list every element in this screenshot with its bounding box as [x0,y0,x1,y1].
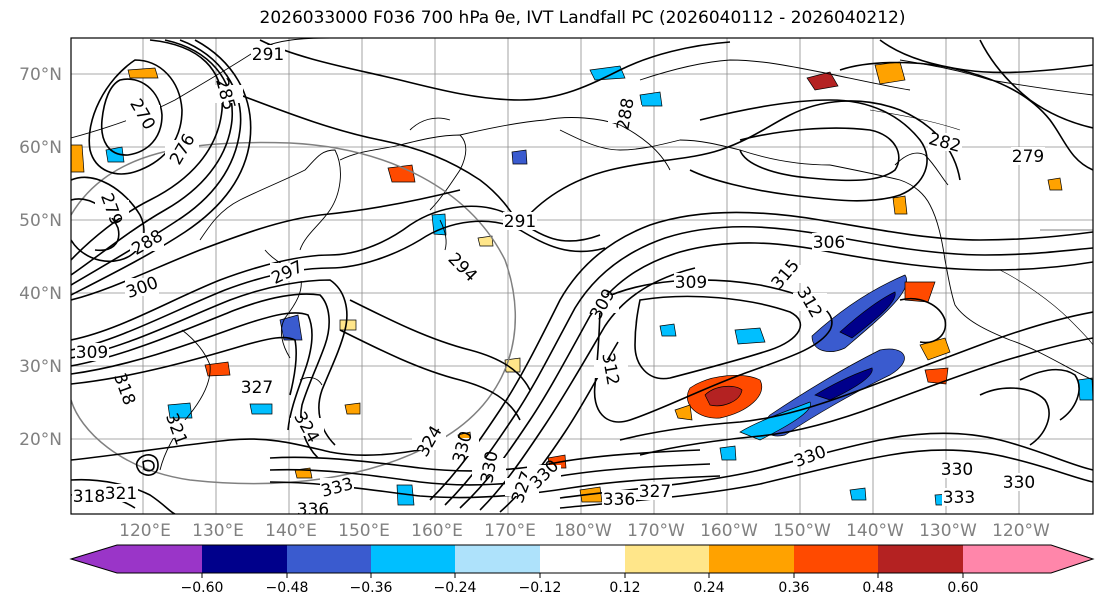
colorbar-tick-label: 0.24 [693,580,724,596]
svg-text:333: 333 [943,488,975,508]
lat-label: 60°N [19,138,62,158]
theta-e-contours [71,39,1093,514]
contour-label: 327 [240,378,274,398]
figure-title: 2026033000 F036 700 hPa θe, IVT Landfall… [259,8,906,28]
graticule [71,38,1093,514]
svg-text:321: 321 [105,484,137,504]
contour-label: 333 [942,488,976,508]
colorbar-tick-label: 0.12 [609,580,640,596]
colorbar-segment [794,545,878,573]
contour-label: 309 [75,343,109,363]
contour-label: 318 [108,371,142,408]
colorbar-tick-label: 0.48 [862,580,893,596]
lon-label: 120°W [992,521,1050,541]
lon-label: 170°W [627,521,685,541]
contour-label: 327 [638,482,672,502]
colorbar-segment [455,545,540,573]
contour-label: 330 [940,460,974,480]
colorbar-segment [878,545,963,573]
svg-text:309: 309 [76,343,108,363]
svg-text:291: 291 [252,45,284,65]
colorbar-tick-label: 0.60 [947,580,978,596]
lon-label: 120°E [119,521,171,541]
colorbar-tick-label: −0.12 [519,580,562,596]
contour-label: 291 [503,212,537,232]
lat-label: 50°N [19,211,62,231]
colorbar-extend-min [71,545,117,573]
colorbar-segment [625,545,709,573]
svg-text:318: 318 [73,487,105,507]
colorbar-segment [117,545,202,573]
colorbar-segment [202,545,287,573]
svg-text:291: 291 [504,212,536,232]
svg-text:336: 336 [297,500,329,520]
colorbar-outline [69,544,1095,574]
colorbar-tick-label: −0.36 [350,580,393,596]
contour-labels: 291 270 285 276 279 288 288 282 279 291 … [72,45,1045,520]
lon-label: 180°W [554,521,612,541]
contour-label: 318 [72,487,106,507]
colorbar-extend-max [1051,545,1093,573]
contour-label: 336 [296,500,330,520]
svg-text:306: 306 [813,233,845,253]
colorbar-segment [540,545,625,573]
contour-label: 279 [95,191,129,228]
map-frame [70,37,1094,515]
lon-label: 150°E [338,521,390,541]
lon-label: 140°E [265,521,317,541]
contour-label: 309 [674,273,708,293]
colorbar-tick-label: −0.48 [266,580,309,596]
svg-text:327: 327 [639,482,671,502]
analysis-circle [71,141,516,485]
lon-label: 130°W [919,521,977,541]
colorbar-segment [709,545,794,573]
svg-text:336: 336 [603,490,635,510]
lon-label: 170°E [484,521,536,541]
lat-label: 70°N [19,65,62,85]
svg-text:330: 330 [941,460,973,480]
lat-label: 40°N [19,284,62,304]
colorbar-tick-label: 0.36 [778,580,809,596]
lat-label: 30°N [19,357,62,377]
colorbar-labels: −0.60 −0.48 −0.36 −0.24 −0.12 0.12 0.24 … [181,580,979,596]
svg-text:327: 327 [241,378,273,398]
colorbar-tick-label: −0.60 [181,580,224,596]
contour-label: 336 [602,490,636,510]
svg-text:279: 279 [1012,147,1044,167]
longitude-labels: 120°E 130°E 140°E 150°E 160°E 170°E 180°… [119,521,1050,541]
colorbar-segment [287,545,371,573]
colorbar-segment [371,545,455,573]
lon-label: 160°E [411,521,463,541]
contour-label: 330 [1002,473,1036,493]
lon-label: 160°W [700,521,758,541]
lon-label: 150°W [773,521,831,541]
latitude-labels: 70°N 60°N 50°N 40°N 30°N 20°N [19,65,62,450]
colorbar-tick-label: −0.24 [434,580,477,596]
contour-label: 306 [812,233,846,253]
lon-label: 130°E [192,521,244,541]
svg-text:309: 309 [675,273,707,293]
contour-label: 291 [251,45,285,65]
colorbar-segment [963,545,1051,573]
lat-label: 20°N [19,430,62,450]
lon-label: 140°W [846,521,904,541]
contour-label: 321 [104,484,138,504]
contour-label: 279 [1011,147,1045,167]
colorbar: −0.60 −0.48 −0.36 −0.24 −0.12 0.12 0.24 … [69,544,1095,596]
svg-text:330: 330 [1003,473,1035,493]
